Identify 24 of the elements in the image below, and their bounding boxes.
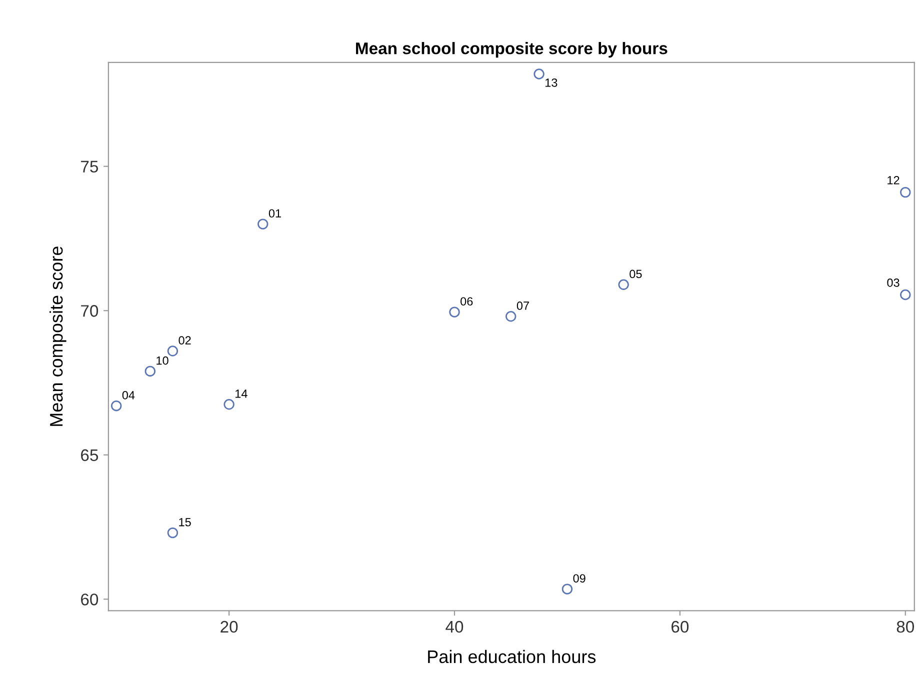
- annotation: 09: [573, 574, 586, 583]
- annotation: 07: [516, 302, 529, 310]
- x-tick-label: 40: [446, 620, 464, 633]
- x-axis-title: Pain education hours: [428, 650, 596, 664]
- x-tick-label: 20: [220, 620, 238, 633]
- y-tick-label: 75: [81, 160, 98, 173]
- annotation: 04: [122, 390, 135, 400]
- x-tick-label: 80: [896, 620, 914, 633]
- annotation: 12: [888, 176, 900, 184]
- y-axis-title: Mean composite score: [49, 246, 66, 426]
- annotation: 06: [460, 297, 473, 306]
- y-tick-label: 70: [81, 305, 98, 317]
- y-tick-label: 65: [81, 449, 98, 462]
- chart-title: Mean school composite score by hours: [356, 42, 668, 58]
- annotation: 05: [630, 270, 642, 278]
- annotation: 10: [156, 356, 168, 365]
- y-tick-label: 60: [81, 594, 98, 606]
- annotation: 15: [179, 518, 191, 526]
- annotation: 14: [236, 390, 248, 398]
- x-tick-label: 60: [672, 620, 689, 633]
- annotation: 02: [178, 336, 191, 345]
- annotation: 01: [268, 209, 281, 218]
- annotation: 13: [545, 78, 558, 87]
- annotation: 03: [887, 278, 900, 287]
